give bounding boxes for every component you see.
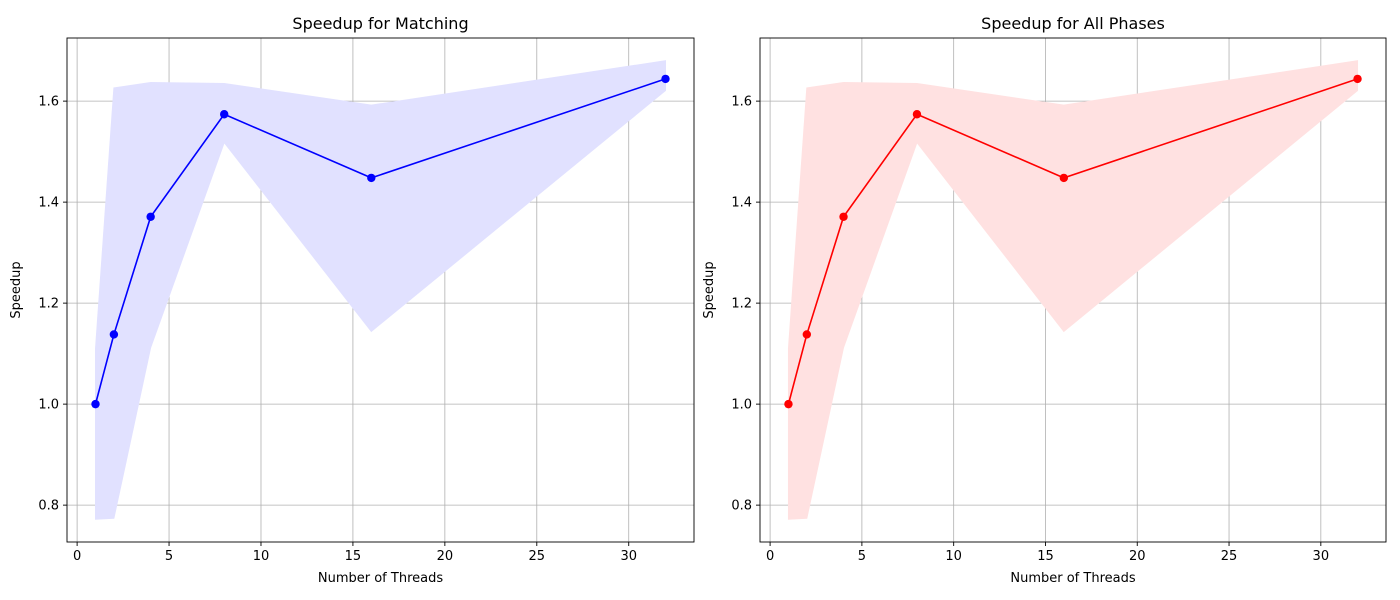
x-tick-label: 30 xyxy=(620,549,637,564)
y-axis-label: Speedup xyxy=(702,261,717,318)
data-point xyxy=(1353,74,1362,84)
x-tick-label: 0 xyxy=(766,549,774,564)
x-tick-label: 15 xyxy=(345,549,362,564)
y-tick-label: 1.4 xyxy=(38,196,59,211)
data-point xyxy=(802,330,812,339)
chart-title: Speedup for All Phases xyxy=(981,14,1165,33)
y-tick-label: 0.8 xyxy=(38,499,59,514)
data-point xyxy=(146,212,155,221)
x-tick-label: 10 xyxy=(253,549,270,564)
x-tick-label: 30 xyxy=(1313,549,1330,564)
x-tick-label: 10 xyxy=(945,549,962,564)
series-line xyxy=(787,78,1358,405)
x-tick-label: 25 xyxy=(529,549,546,564)
data-point xyxy=(91,399,100,409)
x-tick-label: 20 xyxy=(437,549,454,564)
confidence-band xyxy=(95,60,666,520)
x-tick-label: 0 xyxy=(73,549,81,564)
x-tick-label: 25 xyxy=(1221,549,1238,564)
x-tick-label: 20 xyxy=(1129,549,1146,564)
data-point xyxy=(839,212,848,221)
data-point xyxy=(912,110,922,119)
chart-speedup-matching: 0 5 10 15 20 25 30 0.8 1.0 1.2 1.4 1.6 Speedup for M… xyxy=(9,14,695,586)
x-tick-label: 5 xyxy=(858,549,866,564)
x-axis-label: Number of Threads xyxy=(318,571,443,586)
data-point xyxy=(220,110,229,119)
y-axis-label: Speedup xyxy=(9,261,24,318)
y-tick-label: 1.4 xyxy=(731,196,752,211)
chart-title: Speedup for Matching xyxy=(292,14,468,33)
x-tick-label: 5 xyxy=(165,549,173,564)
y-tick-label: 0.8 xyxy=(731,499,752,514)
data-point xyxy=(109,330,119,339)
confidence-band xyxy=(787,60,1359,520)
data-point xyxy=(661,74,670,84)
data-point xyxy=(367,173,376,183)
y-tick-label: 1.0 xyxy=(731,398,752,413)
plot-frame xyxy=(759,37,1387,543)
y-tick-label: 1.6 xyxy=(38,95,59,110)
y-tick-label: 1.2 xyxy=(38,297,59,312)
data-point xyxy=(784,399,793,409)
plot-frame xyxy=(66,37,695,543)
series-line xyxy=(94,78,666,405)
chart-speedup-all-phases: 0 5 10 15 20 25 30 0.8 1.0 1.2 1.4 1.6 Speedup for A… xyxy=(702,14,1387,586)
x-tick-label: 15 xyxy=(1037,549,1054,564)
data-point xyxy=(1059,173,1069,183)
y-tick-label: 1.6 xyxy=(731,95,752,110)
y-tick-label: 1.0 xyxy=(38,398,59,413)
x-axis-label: Number of Threads xyxy=(1010,571,1135,586)
y-tick-label: 1.2 xyxy=(731,297,752,312)
